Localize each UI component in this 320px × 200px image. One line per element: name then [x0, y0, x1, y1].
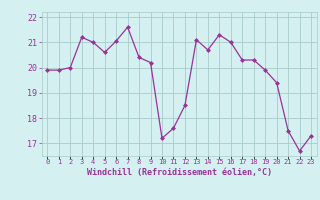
X-axis label: Windchill (Refroidissement éolien,°C): Windchill (Refroidissement éolien,°C): [87, 168, 272, 177]
